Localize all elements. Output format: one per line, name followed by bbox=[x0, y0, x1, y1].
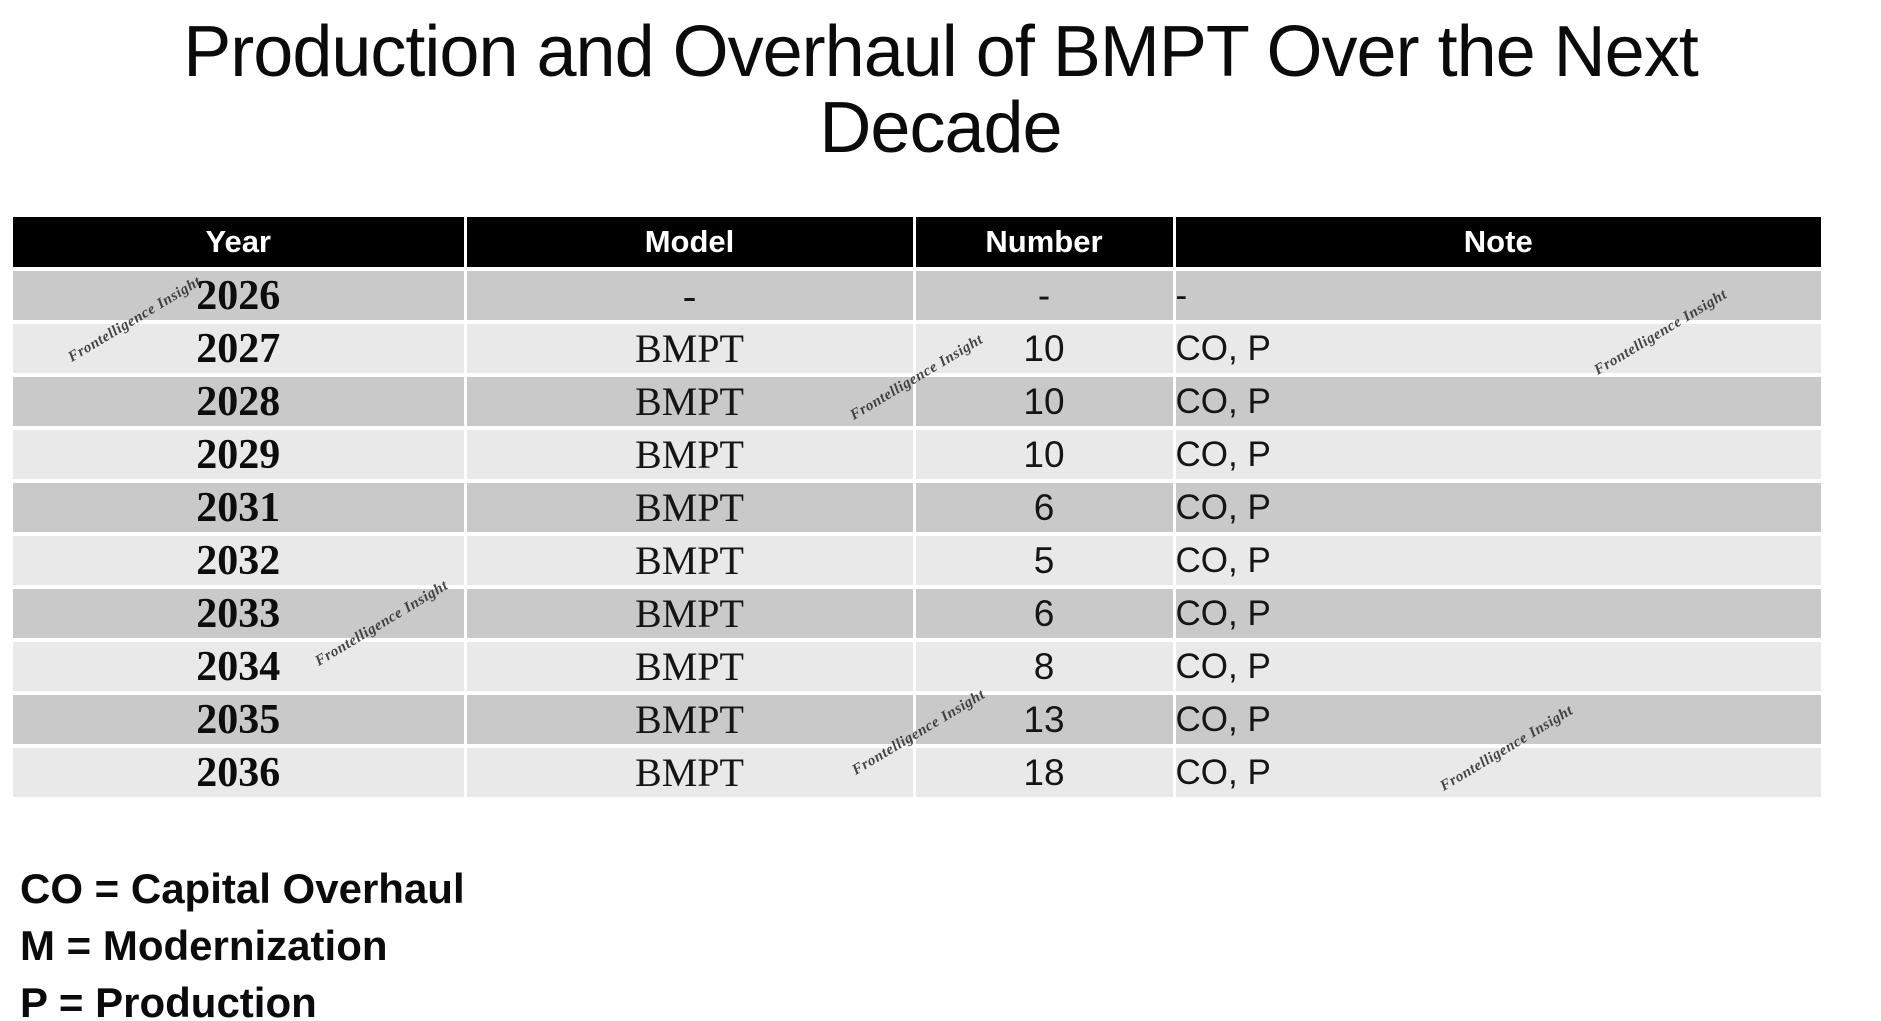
note-cell: CO, P bbox=[1174, 691, 1821, 746]
table-row: 2026 - - - bbox=[13, 267, 1821, 322]
col-header-note: Note bbox=[1174, 217, 1821, 269]
note-cell: CO, P bbox=[1174, 744, 1821, 797]
table-row: 2027 BMPT 10 CO, P bbox=[13, 320, 1821, 375]
col-header-year: Year bbox=[13, 217, 467, 269]
legend-line-co: CO = Capital Overhaul bbox=[20, 865, 465, 912]
table-row: 2035 BMPT 13 CO, P bbox=[13, 691, 1821, 746]
table-row: 2032 BMPT 5 CO, P bbox=[13, 532, 1821, 587]
number-cell: 18 bbox=[914, 744, 1176, 797]
number-cell: 8 bbox=[914, 638, 1176, 693]
number-cell: 10 bbox=[914, 320, 1176, 375]
legend-line-m: M = Modernization bbox=[20, 922, 388, 969]
year-cell: 2031 bbox=[13, 479, 467, 534]
table-header-row: Year Model Number Note bbox=[13, 217, 1821, 269]
number-cell: 10 bbox=[914, 426, 1176, 481]
production-overhaul-table: Year Model Number Note 2026 - - - 2027 B… bbox=[13, 217, 1821, 797]
table-row: 2034 BMPT 8 CO, P bbox=[13, 638, 1821, 693]
col-header-model: Model bbox=[465, 217, 916, 269]
model-cell: BMPT bbox=[465, 585, 916, 640]
year-cell: 2036 bbox=[13, 744, 467, 797]
table-row: 2031 BMPT 6 CO, P bbox=[13, 479, 1821, 534]
note-cell: CO, P bbox=[1174, 532, 1821, 587]
table-row: 2029 BMPT 10 CO, P bbox=[13, 426, 1821, 481]
model-cell: BMPT bbox=[465, 426, 916, 481]
year-cell: 2032 bbox=[13, 532, 467, 587]
year-cell: 2029 bbox=[13, 426, 467, 481]
legend-line-p: P = Production bbox=[20, 979, 317, 1021]
number-cell: - bbox=[914, 267, 1176, 322]
number-cell: 5 bbox=[914, 532, 1176, 587]
number-cell: 6 bbox=[914, 479, 1176, 534]
model-cell: - bbox=[465, 267, 916, 322]
abbreviation-legend: CO = Capital Overhaul M = Modernization … bbox=[20, 860, 465, 1021]
year-cell: 2034 bbox=[13, 638, 467, 693]
note-cell: CO, P bbox=[1174, 585, 1821, 640]
table-row: 2036 BMPT 18 CO, P bbox=[13, 744, 1821, 797]
note-cell: CO, P bbox=[1174, 373, 1821, 428]
model-cell: BMPT bbox=[465, 479, 916, 534]
year-cell: 2026 bbox=[13, 267, 467, 322]
note-cell: CO, P bbox=[1174, 638, 1821, 693]
year-cell: 2033 bbox=[13, 585, 467, 640]
number-cell: 10 bbox=[914, 373, 1176, 428]
table-row: 2033 BMPT 6 CO, P bbox=[13, 585, 1821, 640]
number-cell: 6 bbox=[914, 585, 1176, 640]
note-cell: CO, P bbox=[1174, 320, 1821, 375]
number-cell: 13 bbox=[914, 691, 1176, 746]
note-cell: CO, P bbox=[1174, 426, 1821, 481]
year-cell: 2028 bbox=[13, 373, 467, 428]
page-title-line-1: Production and Overhaul of BMPT Over the… bbox=[183, 12, 1698, 92]
model-cell: BMPT bbox=[465, 373, 916, 428]
model-cell: BMPT bbox=[465, 638, 916, 693]
page-title-line-2: Decade bbox=[819, 88, 1062, 168]
model-cell: BMPT bbox=[465, 320, 916, 375]
model-cell: BMPT bbox=[465, 744, 916, 797]
note-cell: - bbox=[1174, 267, 1821, 322]
model-cell: BMPT bbox=[465, 691, 916, 746]
col-header-number: Number bbox=[914, 217, 1176, 269]
table-row: 2028 BMPT 10 CO, P bbox=[13, 373, 1821, 428]
page-title: Production and Overhaul of BMPT Over the… bbox=[0, 14, 1881, 166]
note-cell: CO, P bbox=[1174, 479, 1821, 534]
model-cell: BMPT bbox=[465, 532, 916, 587]
year-cell: 2027 bbox=[13, 320, 467, 375]
year-cell: 2035 bbox=[13, 691, 467, 746]
